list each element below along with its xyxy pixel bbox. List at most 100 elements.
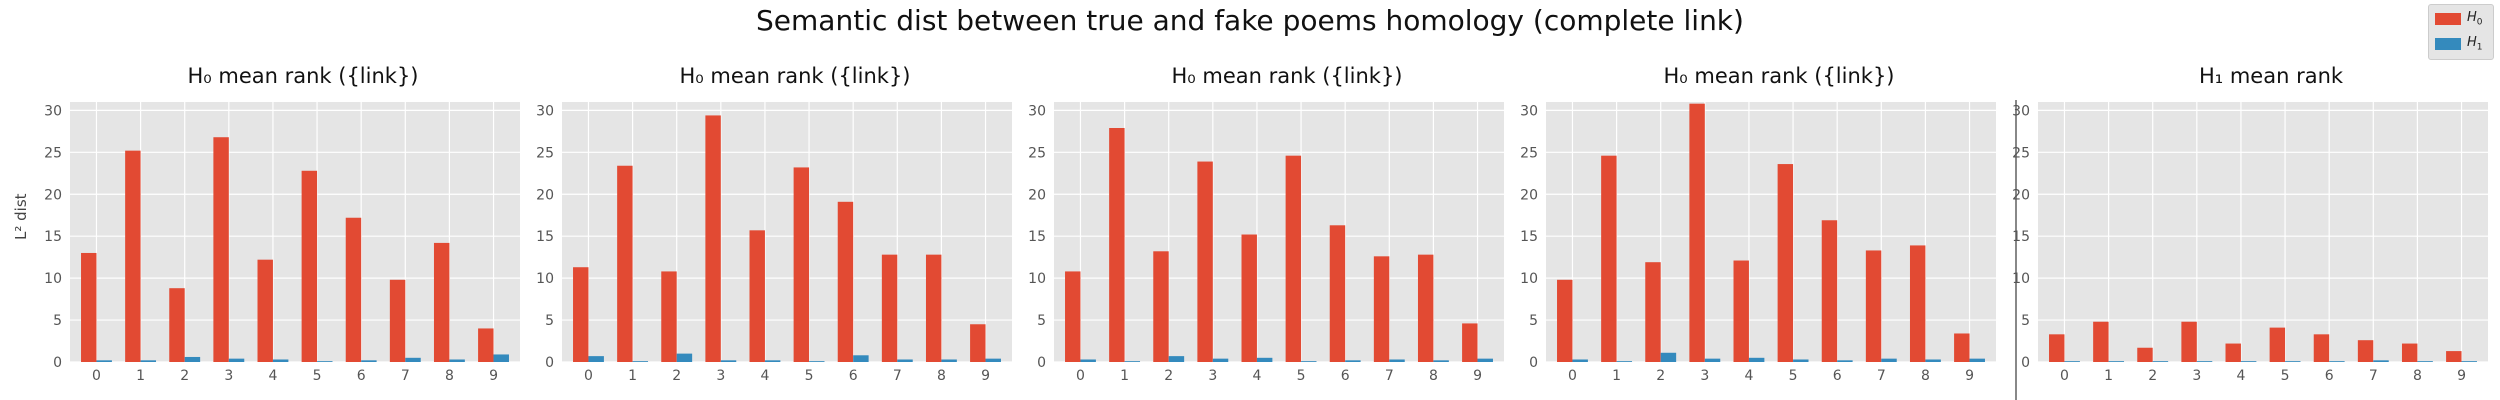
bar-h0-2 (2137, 347, 2153, 362)
bar-h0-1 (1601, 155, 1617, 362)
y-tick-label: 0 (2021, 355, 2030, 371)
y-tick-label: 25 (44, 145, 62, 161)
x-tick-label: 3 (224, 368, 233, 384)
bar-h1-8 (941, 359, 957, 362)
y-tick-label: 15 (1520, 229, 1538, 245)
bar-h1-4 (2240, 361, 2257, 362)
x-tick-label: 7 (1877, 368, 1886, 384)
x-tick-label: 7 (2369, 368, 2378, 384)
y-tick-label: 25 (2012, 145, 2030, 161)
bar-h1-5 (1301, 361, 1317, 362)
x-tick-label: 2 (672, 368, 681, 384)
panel-2: 0 5 10 15 20 25 30 0 1 2 3 4 5 6 7 8 9 (536, 102, 1012, 384)
x-tick-label: 0 (584, 368, 593, 384)
y-tick-label: 5 (53, 313, 62, 329)
y-tick-label: 0 (53, 355, 62, 371)
x-tick-label: 3 (1700, 368, 1709, 384)
bar-h0-9 (2446, 351, 2462, 362)
x-tick-label: 5 (313, 368, 322, 384)
bar-h0-7 (1373, 256, 1390, 362)
bar-h0-1 (617, 165, 633, 362)
x-tick-label: 6 (1341, 368, 1350, 384)
x-tick-label: 3 (1208, 368, 1217, 384)
y-tick-label: 5 (1037, 313, 1046, 329)
y-tick-label: 20 (2012, 187, 2030, 203)
x-tick-label: 8 (2413, 368, 2422, 384)
legend-label-h0: H0 (2467, 10, 2483, 28)
bar-h1-6 (1837, 360, 1853, 362)
bar-h1-6 (2329, 361, 2345, 362)
x-tick-label: 1 (2104, 368, 2113, 384)
panel-title-3: H₀ mean rank ({link}) (1171, 64, 1403, 88)
y-tick-label: 25 (1028, 145, 1046, 161)
bar-h1-1 (1124, 361, 1141, 362)
y-tick-label: 20 (536, 187, 554, 203)
bar-h0-1 (125, 150, 141, 362)
bar-h1-4 (764, 360, 781, 362)
bar-h0-6 (837, 201, 854, 362)
panel-title-1: H₀ mean rank ({link}) (187, 64, 419, 88)
bar-h0-1 (2093, 321, 2109, 362)
bar-h1-2 (676, 353, 693, 362)
bar-h1-2 (2152, 361, 2169, 362)
bar-h0-4 (1733, 260, 1749, 362)
y-tick-label: 30 (536, 103, 554, 119)
bar-h1-4 (1748, 357, 1765, 362)
panel-title-4: H₀ mean rank ({link}) (1663, 64, 1895, 88)
bar-h1-7 (405, 357, 421, 362)
bar-h0-5 (1777, 164, 1794, 362)
bar-h1-3 (228, 358, 245, 362)
bar-h0-7 (389, 279, 406, 362)
x-tick-label: 1 (1612, 368, 1621, 384)
bar-h0-3 (705, 115, 721, 362)
x-tick-label: 5 (805, 368, 814, 384)
bar-h0-2 (661, 271, 677, 362)
x-tick-label: 7 (1385, 368, 1394, 384)
bar-h0-2 (169, 288, 185, 362)
bar-h0-7 (881, 254, 898, 362)
panel-title-2: H₀ mean rank ({link}) (679, 64, 911, 88)
bar-h1-0 (588, 356, 604, 362)
bar-h0-9 (478, 328, 494, 362)
bar-h0-0 (1065, 271, 1081, 362)
bar-h1-0 (2064, 361, 2080, 362)
x-tick-label: 5 (1297, 368, 1306, 384)
legend-item-h1: H1 (2435, 34, 2483, 54)
y-tick-label: 20 (44, 187, 62, 203)
x-tick-label: 7 (401, 368, 410, 384)
bar-h0-3 (1197, 161, 1213, 362)
y-tick-label: 15 (536, 229, 554, 245)
bar-h0-6 (345, 217, 362, 362)
legend: H0 H1 (2428, 4, 2494, 60)
y-tick-label: 15 (44, 229, 62, 245)
bar-h1-0 (1572, 359, 1588, 362)
x-tick-label: 0 (92, 368, 101, 384)
y-tick-label: 10 (1028, 271, 1046, 287)
y-tick-label: 10 (44, 271, 62, 287)
bar-h1-9 (1969, 358, 1985, 362)
bar-h0-8 (1417, 254, 1434, 362)
x-tick-label: 2 (1164, 368, 1173, 384)
x-tick-label: 0 (2060, 368, 2069, 384)
bar-h0-9 (1462, 323, 1478, 362)
bar-h1-3 (1704, 358, 1721, 362)
bar-h0-3 (1689, 103, 1705, 362)
bar-h1-1 (2108, 361, 2125, 362)
bar-h1-0 (1080, 359, 1096, 362)
bar-h1-9 (493, 354, 509, 362)
bar-h1-1 (632, 361, 649, 362)
y-tick-label: 30 (1028, 103, 1046, 119)
x-tick-label: 1 (628, 368, 637, 384)
y-tick-label: 5 (545, 313, 554, 329)
bar-h0-3 (213, 137, 229, 362)
bar-h0-1 (1109, 128, 1125, 362)
bar-h1-2 (1168, 356, 1185, 362)
bar-h1-5 (2285, 361, 2301, 362)
bar-h1-8 (1433, 360, 1449, 362)
bar-h1-8 (2417, 361, 2433, 362)
x-tick-label: 8 (1921, 368, 1930, 384)
y-tick-label: 30 (44, 103, 62, 119)
bar-h0-5 (1285, 155, 1302, 362)
bar-h1-3 (2196, 361, 2213, 362)
bar-h0-0 (1557, 279, 1573, 362)
